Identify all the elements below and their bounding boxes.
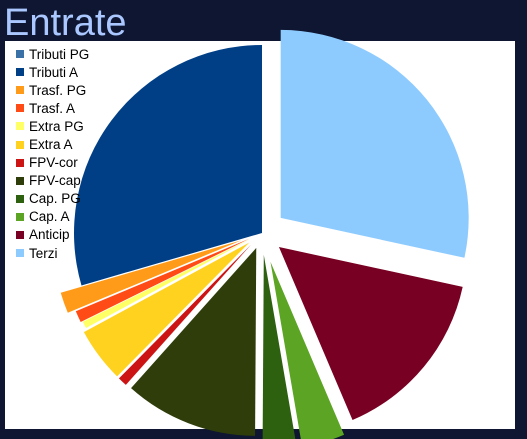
- legend-label: Trasf. A: [29, 100, 76, 116]
- legend-swatch: [16, 68, 24, 77]
- legend-label: FPV-cor: [29, 155, 78, 171]
- pie-slice-fpv-cor: [118, 244, 252, 385]
- pie-slices: [60, 29, 469, 439]
- legend-item: Trasf. PG: [16, 81, 89, 99]
- legend-item: Extra A: [16, 135, 89, 153]
- legend-item: Cap. PG: [16, 190, 89, 208]
- legend-swatch: [16, 140, 24, 149]
- legend-item: Trasf. A: [16, 99, 89, 117]
- legend-swatch: [16, 50, 24, 59]
- pie-slice-extra-pg: [82, 238, 252, 329]
- pie-slice-trasf-pg: [60, 240, 242, 313]
- legend-swatch: [16, 194, 24, 203]
- legend-label: Anticip: [29, 227, 70, 243]
- pie-slice-cap-pg: [262, 254, 296, 439]
- legend-item: Tributi PG: [16, 45, 89, 63]
- legend-label: Terzi: [29, 245, 58, 261]
- legend-swatch: [16, 176, 24, 185]
- chart-legend: Tributi PG Tributi A Trasf. PG Trasf. A Extr…: [16, 45, 89, 262]
- pie-slice-trasf-a: [75, 238, 250, 323]
- legend-swatch: [16, 230, 24, 239]
- legend-label: Cap. A: [29, 209, 70, 225]
- pie-slice-fpv-cap: [131, 247, 257, 436]
- pie-slice-tributi-a: [73, 45, 263, 286]
- legend-label: Tributi A: [29, 64, 79, 80]
- legend-swatch: [16, 158, 24, 167]
- legend-swatch: [16, 104, 24, 113]
- chart-title: Entrate: [4, 2, 127, 44]
- legend-item: Cap. A: [16, 208, 89, 226]
- legend-label: FPV-cap: [29, 173, 81, 189]
- pie-slice-terzi: [280, 29, 469, 258]
- legend-label: Extra A: [29, 137, 73, 153]
- legend-label: Tributi PG: [29, 46, 90, 62]
- pie-slice-cap-a: [270, 261, 345, 439]
- legend-label: Trasf. PG: [29, 82, 87, 98]
- legend-label: Cap. PG: [29, 191, 81, 207]
- pie-slice-anticip: [278, 247, 463, 421]
- legend-item: Extra PG: [16, 117, 89, 135]
- legend-swatch: [16, 249, 24, 258]
- legend-item: Anticip: [16, 226, 89, 244]
- legend-label: Extra PG: [29, 118, 84, 134]
- pie-slice-extra-a: [83, 242, 250, 377]
- legend-swatch: [16, 122, 24, 131]
- legend-item: FPV-cor: [16, 154, 89, 172]
- legend-item: Tributi A: [16, 63, 89, 81]
- legend-swatch: [16, 212, 24, 221]
- legend-swatch: [16, 86, 24, 95]
- legend-item: FPV-cap: [16, 172, 89, 190]
- legend-item: Terzi: [16, 244, 89, 262]
